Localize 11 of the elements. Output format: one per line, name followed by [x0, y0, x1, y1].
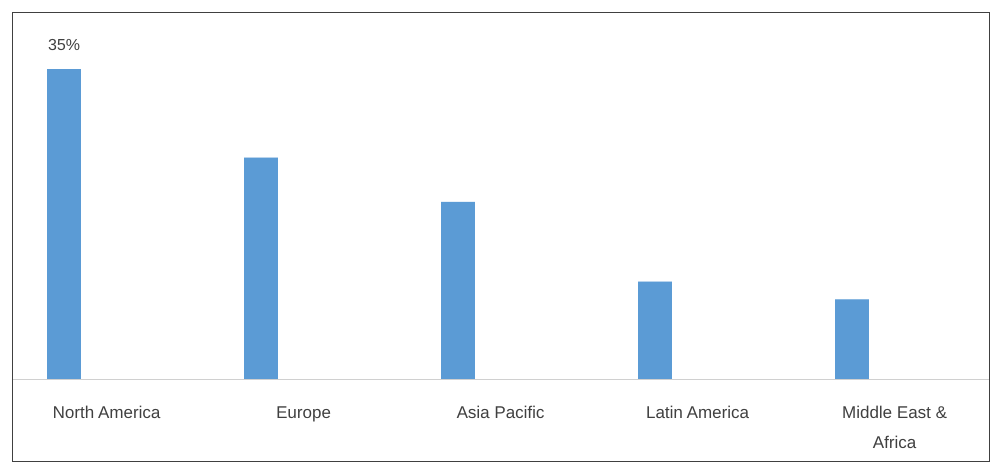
bar: [835, 299, 869, 379]
bar: [244, 158, 278, 379]
x-tick-label: Middle East & Africa: [842, 403, 948, 452]
bar: [638, 282, 672, 379]
x-tick-label: North America: [52, 403, 161, 422]
bar: [441, 202, 475, 379]
x-tick-label: Asia Pacific: [456, 403, 545, 422]
x-tick-label: Latin America: [646, 403, 750, 422]
x-tick-label: Europe: [276, 403, 331, 422]
data-label: 35%: [48, 37, 80, 54]
bar: [47, 69, 81, 379]
